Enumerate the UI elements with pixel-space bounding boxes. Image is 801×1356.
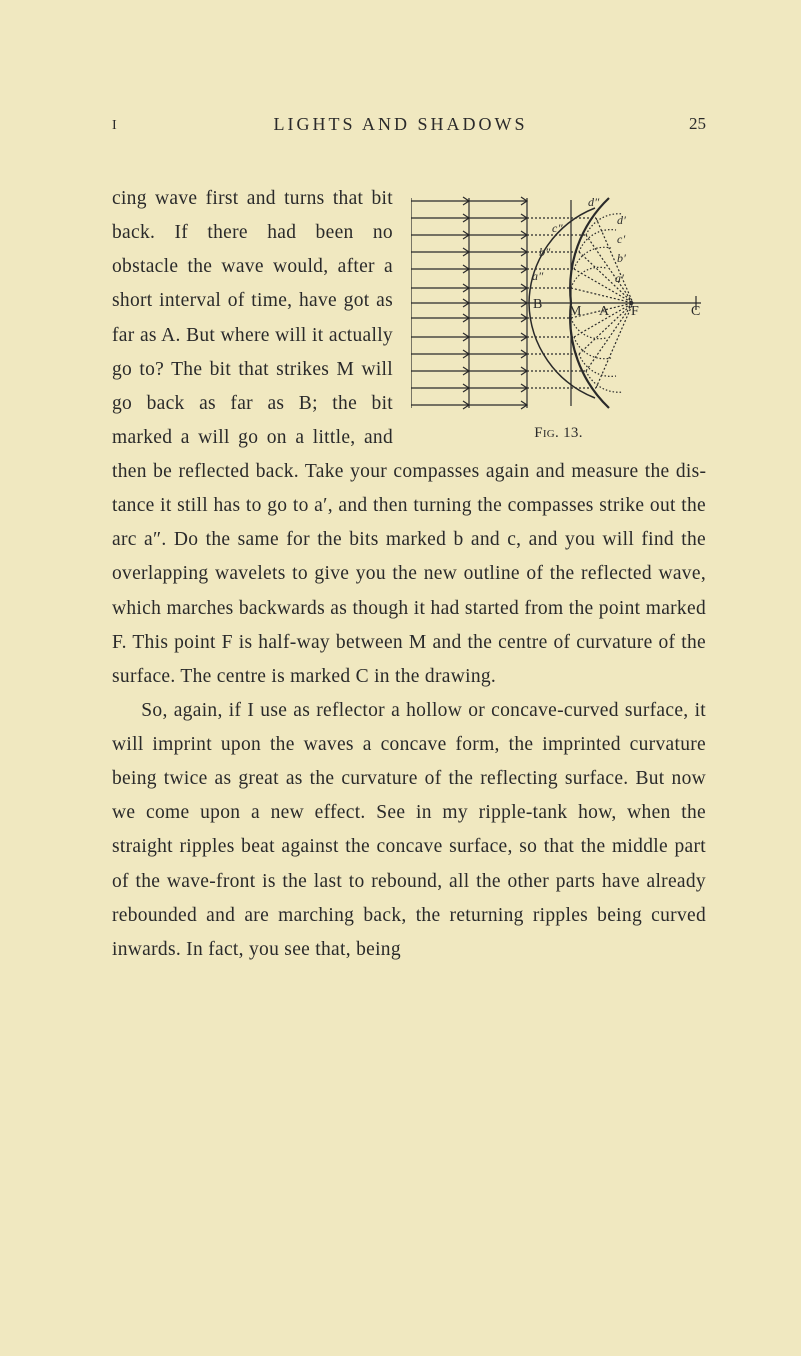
body-text: B M A F C d″ d′ c″ c′ b″ b′ a″ a′ Fig. 1… xyxy=(112,182,706,967)
label-F: F xyxy=(631,304,639,319)
label-a2: a″ xyxy=(532,269,544,283)
paragraph-2: So, again, if I use as reflector a hollo… xyxy=(112,694,706,967)
page-container: I LIGHTS AND SHADOWS 25 xyxy=(0,0,801,1356)
label-C: C xyxy=(691,304,701,319)
label-A: A xyxy=(599,304,610,319)
page-number: 25 xyxy=(689,114,706,134)
label-c2: c″ xyxy=(552,221,564,235)
running-title: LIGHTS AND SHADOWS xyxy=(273,114,527,135)
running-header: I LIGHTS AND SHADOWS 25 xyxy=(112,114,706,134)
figure-caption: Fig. 13. xyxy=(411,420,706,446)
figure-13: B M A F C d″ d′ c″ c′ b″ b′ a″ a′ Fig. 1… xyxy=(411,188,706,443)
figure-13-diagram: B M A F C d″ d′ c″ c′ b″ b′ a″ a′ xyxy=(411,188,706,418)
label-B: B xyxy=(533,297,543,312)
label-d1: d′ xyxy=(617,213,626,227)
label-d2: d″ xyxy=(588,195,600,209)
label-M: M xyxy=(569,304,582,319)
label-b2: b″ xyxy=(539,245,551,259)
label-a1: a′ xyxy=(615,271,624,285)
label-c1: c′ xyxy=(617,232,626,246)
label-b1: b′ xyxy=(617,251,626,265)
chapter-number: I xyxy=(112,118,118,134)
